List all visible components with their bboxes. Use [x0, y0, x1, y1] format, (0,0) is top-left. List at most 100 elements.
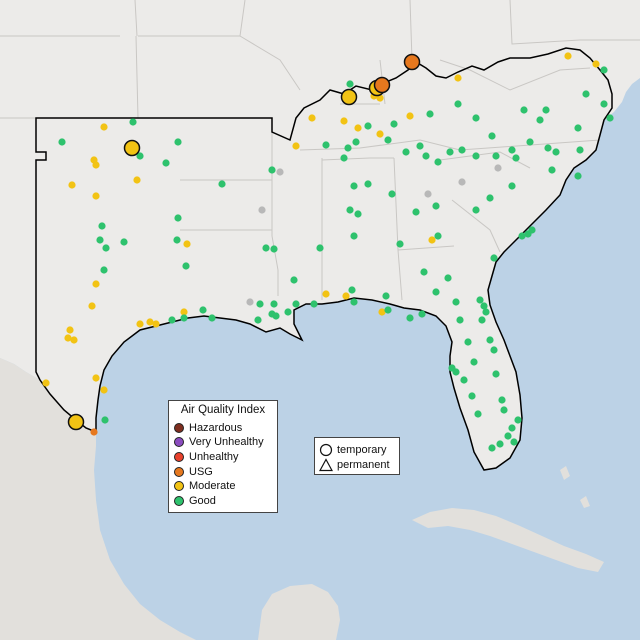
monitor-marker-good[interactable] — [456, 316, 464, 324]
monitor-marker-no-data[interactable] — [424, 190, 432, 198]
monitor-marker-good[interactable] — [518, 232, 526, 240]
monitor-marker-good[interactable] — [472, 114, 480, 122]
monitor-marker-good[interactable] — [464, 338, 472, 346]
monitor-marker-good[interactable] — [582, 90, 590, 98]
monitor-marker-moderate[interactable] — [92, 192, 100, 200]
monitor-marker-moderate[interactable] — [42, 379, 50, 387]
monitor-marker-good[interactable] — [444, 274, 452, 282]
temporary-monitor-marker-moderate[interactable] — [340, 88, 358, 106]
monitor-marker-good[interactable] — [478, 316, 486, 324]
monitor-marker-moderate[interactable] — [92, 280, 100, 288]
monitor-marker-good[interactable] — [508, 146, 516, 154]
monitor-marker-good[interactable] — [470, 358, 478, 366]
monitor-marker-moderate[interactable] — [406, 112, 414, 120]
monitor-marker-good[interactable] — [199, 306, 207, 314]
temporary-monitor-marker-usg[interactable] — [373, 76, 391, 94]
monitor-marker-moderate[interactable] — [183, 240, 191, 248]
monitor-marker-good[interactable] — [270, 245, 278, 253]
monitor-marker-good[interactable] — [346, 206, 354, 214]
monitor-marker-good[interactable] — [552, 148, 560, 156]
monitor-marker-good[interactable] — [574, 124, 582, 132]
monitor-marker-moderate[interactable] — [146, 318, 154, 326]
monitor-marker-moderate[interactable] — [292, 142, 300, 150]
monitor-marker-good[interactable] — [350, 298, 358, 306]
monitor-marker-good[interactable] — [101, 416, 109, 424]
monitor-marker-moderate[interactable] — [454, 74, 462, 82]
monitor-marker-good[interactable] — [182, 262, 190, 270]
monitor-marker-good[interactable] — [526, 138, 534, 146]
monitor-marker-moderate[interactable] — [152, 320, 160, 328]
monitor-marker-moderate[interactable] — [180, 308, 188, 316]
monitor-marker-good[interactable] — [96, 236, 104, 244]
monitor-marker-good[interactable] — [396, 240, 404, 248]
monitor-marker-good[interactable] — [536, 116, 544, 124]
monitor-marker-good[interactable] — [528, 226, 536, 234]
monitor-marker-good[interactable] — [520, 106, 528, 114]
monitor-marker-no-data[interactable] — [494, 164, 502, 172]
monitor-marker-good[interactable] — [270, 300, 278, 308]
monitor-marker-no-data[interactable] — [276, 168, 284, 176]
monitor-marker-no-data[interactable] — [258, 206, 266, 214]
monitor-marker-good[interactable] — [384, 136, 392, 144]
monitor-marker-good[interactable] — [418, 310, 426, 318]
monitor-marker-good[interactable] — [486, 336, 494, 344]
monitor-marker-moderate[interactable] — [136, 320, 144, 328]
monitor-marker-good[interactable] — [490, 254, 498, 262]
monitor-marker-good[interactable] — [432, 202, 440, 210]
monitor-marker-good[interactable] — [292, 300, 300, 308]
monitor-marker-good[interactable] — [218, 180, 226, 188]
monitor-marker-good[interactable] — [388, 190, 396, 198]
monitor-marker-moderate[interactable] — [92, 161, 100, 169]
monitor-marker-moderate[interactable] — [342, 292, 350, 300]
monitor-marker-good[interactable] — [382, 292, 390, 300]
monitor-marker-good[interactable] — [432, 288, 440, 296]
monitor-marker-good[interactable] — [482, 308, 490, 316]
monitor-marker-good[interactable] — [402, 148, 410, 156]
temporary-monitor-marker-usg[interactable] — [403, 53, 421, 71]
monitor-marker-good[interactable] — [508, 424, 516, 432]
monitor-marker-good[interactable] — [512, 154, 520, 162]
monitor-marker-good[interactable] — [348, 286, 356, 294]
monitor-marker-good[interactable] — [600, 100, 608, 108]
monitor-marker-good[interactable] — [344, 144, 352, 152]
monitor-marker-moderate[interactable] — [92, 374, 100, 382]
monitor-marker-good[interactable] — [490, 346, 498, 354]
monitor-marker-moderate[interactable] — [592, 60, 600, 68]
monitor-marker-good[interactable] — [420, 268, 428, 276]
monitor-marker-good[interactable] — [434, 232, 442, 240]
monitor-marker-good[interactable] — [310, 300, 318, 308]
monitor-marker-good[interactable] — [208, 314, 216, 322]
monitor-marker-good[interactable] — [454, 100, 462, 108]
monitor-marker-moderate[interactable] — [354, 124, 362, 132]
monitor-marker-good[interactable] — [422, 152, 430, 160]
monitor-marker-good[interactable] — [458, 146, 466, 154]
monitor-marker-moderate[interactable] — [340, 117, 348, 125]
monitor-marker-good[interactable] — [492, 370, 500, 378]
monitor-marker-good[interactable] — [256, 300, 264, 308]
monitor-marker-moderate[interactable] — [100, 123, 108, 131]
monitor-marker-good[interactable] — [574, 172, 582, 180]
monitor-marker-moderate[interactable] — [66, 326, 74, 334]
monitor-marker-good[interactable] — [268, 166, 276, 174]
monitor-marker-good[interactable] — [446, 148, 454, 156]
monitor-marker-good[interactable] — [600, 66, 608, 74]
monitor-marker-usg[interactable] — [90, 428, 98, 436]
monitor-marker-good[interactable] — [548, 166, 556, 174]
monitor-marker-good[interactable] — [136, 152, 144, 160]
monitor-marker-good[interactable] — [510, 438, 518, 446]
monitor-marker-good[interactable] — [364, 180, 372, 188]
monitor-marker-good[interactable] — [606, 114, 614, 122]
monitor-marker-good[interactable] — [448, 364, 456, 372]
monitor-marker-good[interactable] — [120, 238, 128, 246]
monitor-marker-good[interactable] — [58, 138, 66, 146]
monitor-marker-good[interactable] — [102, 244, 110, 252]
monitor-marker-good[interactable] — [406, 314, 414, 322]
monitor-marker-good[interactable] — [350, 232, 358, 240]
monitor-marker-good[interactable] — [390, 120, 398, 128]
monitor-marker-good[interactable] — [100, 266, 108, 274]
monitor-marker-good[interactable] — [508, 182, 516, 190]
monitor-marker-good[interactable] — [514, 416, 522, 424]
monitor-marker-moderate[interactable] — [64, 334, 72, 342]
monitor-marker-good[interactable] — [500, 406, 508, 414]
monitor-marker-moderate[interactable] — [100, 386, 108, 394]
